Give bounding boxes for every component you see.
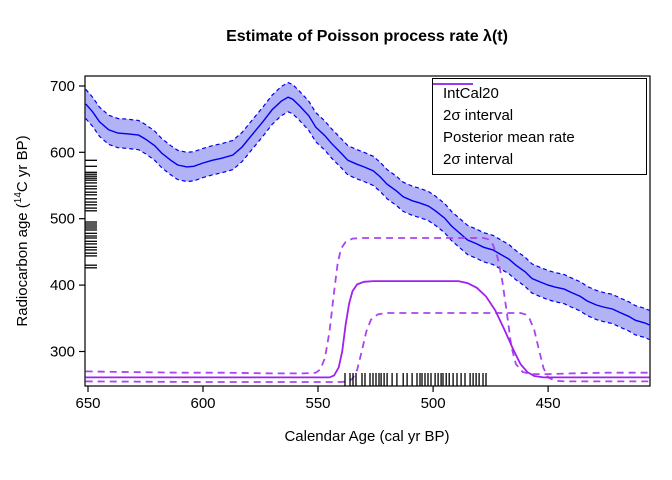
intcal-upper-2sigma-line bbox=[85, 81, 650, 311]
intcal-mean-line bbox=[85, 96, 650, 326]
legend-dashed-line-sample bbox=[433, 83, 473, 85]
y-axis-title: Radiocarbon age (14C yr BP) bbox=[13, 135, 31, 326]
y-axis-tick-label: 600 bbox=[50, 144, 75, 161]
legend-item-3: 2σ interval bbox=[433, 83, 646, 170]
posterior-mean-rate-line bbox=[85, 280, 650, 379]
x-axis-tick-label: 500 bbox=[421, 395, 446, 412]
x-axis-title: Calendar Age (cal yr BP) bbox=[284, 428, 450, 445]
legend-item-label: IntCal20 bbox=[443, 85, 499, 103]
rate-upper-2sigma-line bbox=[85, 237, 650, 376]
legend-item-2: Posterior mean rate bbox=[433, 83, 646, 149]
legend-item-label: 2σ interval bbox=[443, 150, 514, 168]
x-axis-tick-label: 650 bbox=[75, 395, 100, 412]
x-axis-tick-label: 550 bbox=[305, 395, 330, 412]
legend-item-label: 2σ interval bbox=[443, 107, 514, 125]
intcal-lower-2sigma-line bbox=[85, 111, 650, 341]
y-axis-title-suffix: C yr BP) bbox=[14, 135, 31, 193]
x-axis-tick-label: 450 bbox=[536, 395, 561, 412]
legend-item-0: IntCal20 bbox=[433, 83, 646, 105]
plot-area bbox=[85, 81, 650, 386]
y-axis-title-superscript: 14 bbox=[13, 192, 24, 204]
y-axis-tick-label: 700 bbox=[50, 78, 75, 95]
plot-border bbox=[84, 75, 651, 387]
rate-lower-2sigma-line bbox=[85, 312, 650, 383]
y-axis-tick-label: 400 bbox=[50, 277, 75, 294]
event-rug-marks bbox=[85, 159, 487, 386]
y-axis-tick-label: 300 bbox=[50, 344, 75, 361]
x-axis-tick-label: 600 bbox=[190, 395, 215, 412]
legend-item-1: 2σ interval bbox=[433, 83, 646, 127]
intcal-2sigma-band bbox=[85, 82, 650, 340]
y-axis-tick-label: 500 bbox=[50, 211, 75, 228]
chart-title: Estimate of Poisson process rate λ(t) bbox=[226, 28, 508, 45]
y-axis-title-prefix: Radiocarbon age ( bbox=[14, 203, 31, 327]
legend-item-label: Posterior mean rate bbox=[443, 128, 575, 146]
legend-box: IntCal20 2σ interval Posterior mean rate 2σ… bbox=[432, 78, 647, 175]
